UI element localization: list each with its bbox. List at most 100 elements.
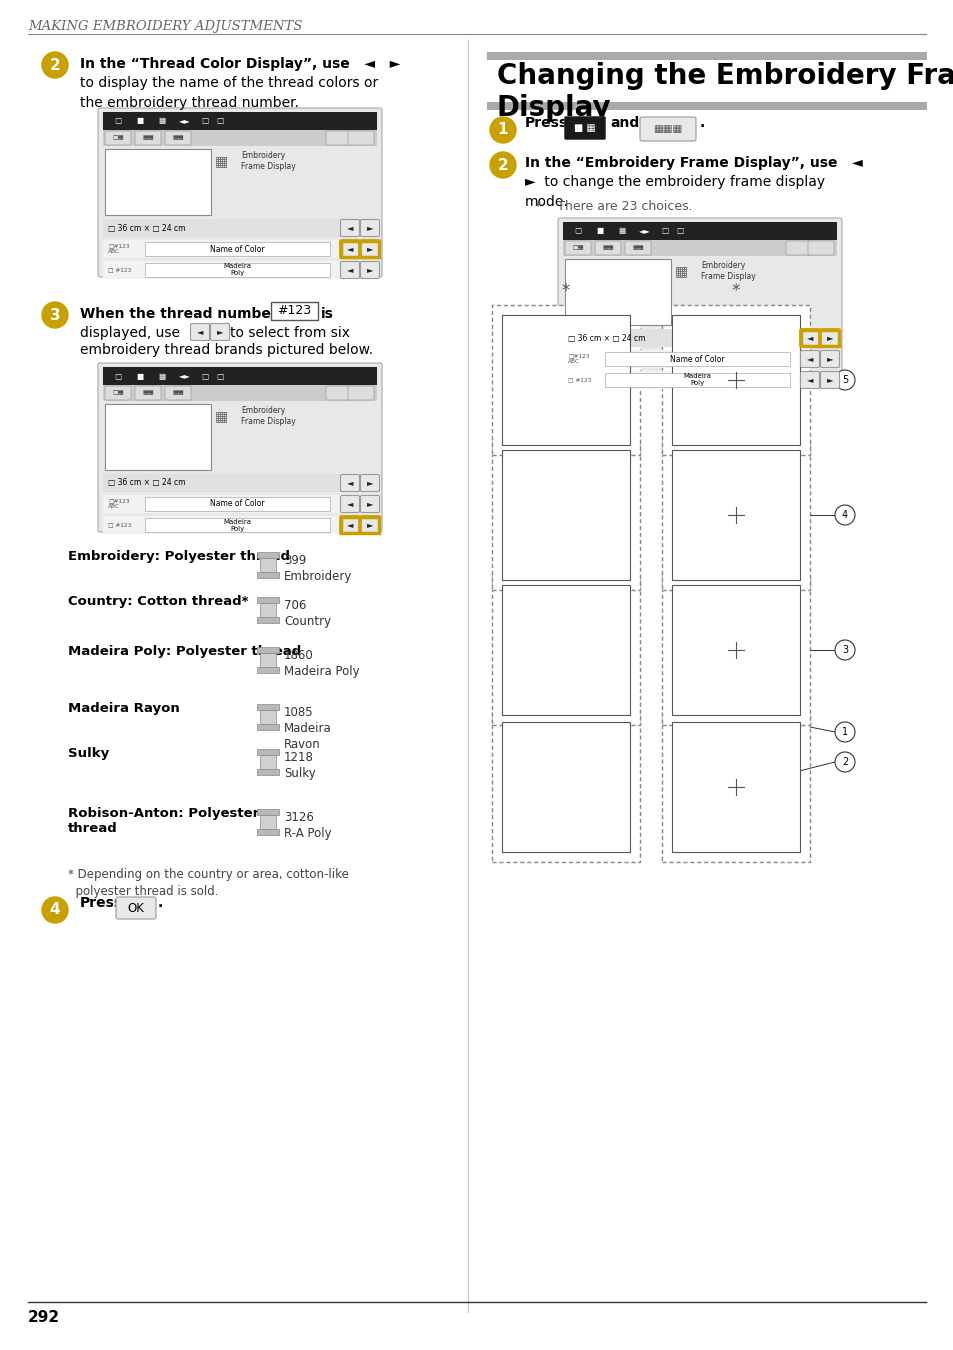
Text: OK: OK: [128, 902, 144, 914]
Bar: [671, 315, 800, 446]
Bar: [340, 242, 378, 256]
Bar: [564, 259, 671, 325]
FancyBboxPatch shape: [624, 242, 650, 255]
Text: Name of Color: Name of Color: [670, 355, 724, 363]
Bar: [492, 711, 639, 863]
Text: Madeira Rayon: Madeira Rayon: [68, 702, 179, 716]
Text: 706
Country: 706 Country: [284, 599, 331, 628]
Bar: [256, 647, 278, 653]
Bar: [145, 497, 330, 512]
Text: ▦: ▦: [618, 227, 625, 235]
FancyBboxPatch shape: [340, 495, 359, 513]
FancyBboxPatch shape: [820, 329, 839, 347]
Text: ▦▦: ▦▦: [142, 390, 153, 396]
Circle shape: [42, 53, 68, 78]
FancyBboxPatch shape: [271, 302, 317, 320]
Text: Embroidery
Frame Display: Embroidery Frame Display: [700, 261, 756, 281]
Bar: [562, 350, 836, 369]
Text: ■: ■: [136, 371, 144, 381]
Bar: [671, 450, 800, 580]
FancyBboxPatch shape: [360, 262, 379, 278]
FancyBboxPatch shape: [800, 329, 819, 347]
Bar: [801, 329, 838, 346]
Text: ►: ►: [826, 333, 832, 343]
Text: to select from six: to select from six: [230, 325, 350, 340]
Text: is: is: [320, 306, 334, 321]
Text: □: □: [201, 371, 209, 381]
Text: ◄►: ◄►: [179, 116, 191, 126]
FancyBboxPatch shape: [135, 131, 161, 144]
FancyBboxPatch shape: [785, 242, 811, 255]
Text: Madeira
Poly: Madeira Poly: [682, 374, 711, 386]
Text: ◄: ◄: [346, 500, 353, 509]
Text: When the thread number: When the thread number: [80, 306, 277, 321]
Bar: [604, 352, 789, 366]
Text: ▦▦: ▦▦: [172, 390, 184, 396]
Bar: [145, 518, 330, 532]
Text: ►: ►: [366, 266, 373, 274]
Text: ▦▦: ▦▦: [632, 246, 643, 251]
Bar: [260, 815, 275, 829]
FancyBboxPatch shape: [340, 220, 359, 236]
FancyBboxPatch shape: [360, 474, 379, 491]
Bar: [661, 575, 809, 725]
Text: □▦: □▦: [112, 390, 124, 396]
FancyBboxPatch shape: [98, 363, 381, 532]
Text: ◄: ◄: [346, 478, 353, 487]
Bar: [260, 653, 275, 667]
Bar: [492, 440, 639, 590]
Bar: [671, 585, 800, 716]
Text: ◄►: ◄►: [179, 371, 191, 381]
Bar: [661, 440, 809, 590]
Text: ■: ■: [136, 116, 144, 126]
Bar: [562, 240, 836, 256]
Text: ■ ▦: ■ ▦: [574, 123, 596, 134]
FancyBboxPatch shape: [360, 495, 379, 513]
Text: Press: Press: [80, 896, 123, 910]
FancyBboxPatch shape: [135, 386, 161, 400]
Text: □ #123: □ #123: [108, 267, 132, 273]
Text: * Depending on the country or area, cotton-like
  polyester thread is sold.: * Depending on the country or area, cott…: [68, 868, 349, 898]
Text: □#123
ABC: □#123 ABC: [567, 354, 589, 364]
Text: □#123
ABC: □#123 ABC: [108, 243, 130, 254]
Circle shape: [834, 722, 854, 742]
FancyBboxPatch shape: [340, 240, 359, 258]
Text: □: □: [201, 116, 209, 126]
Text: ▦: ▦: [158, 116, 166, 126]
Circle shape: [834, 640, 854, 660]
FancyBboxPatch shape: [340, 517, 359, 533]
Text: MAKING EMBROIDERY ADJUSTMENTS: MAKING EMBROIDERY ADJUSTMENTS: [28, 20, 302, 32]
Text: 2: 2: [50, 58, 60, 73]
Text: to display the name of the thread colors or
the embroidery thread number.: to display the name of the thread colors…: [80, 76, 377, 109]
FancyBboxPatch shape: [98, 108, 381, 277]
Bar: [103, 385, 376, 401]
Text: Name of Color: Name of Color: [210, 244, 265, 254]
Bar: [260, 755, 275, 770]
Bar: [256, 809, 278, 815]
Text: ►: ►: [366, 500, 373, 509]
Text: ▦▦: ▦▦: [142, 135, 153, 140]
Bar: [260, 710, 275, 724]
Text: ◄: ◄: [806, 375, 812, 385]
Text: □ 36 cm × □ 24 cm: □ 36 cm × □ 24 cm: [108, 224, 185, 232]
Bar: [103, 240, 376, 258]
Bar: [103, 367, 376, 385]
Bar: [103, 516, 376, 535]
Text: In the “Thread Color Display”, use   ◄   ►: In the “Thread Color Display”, use ◄ ►: [80, 57, 400, 72]
Text: 1218
Sulky: 1218 Sulky: [284, 751, 315, 780]
Bar: [103, 495, 376, 513]
Bar: [145, 263, 330, 277]
Bar: [492, 305, 639, 455]
Circle shape: [490, 153, 516, 178]
Circle shape: [42, 896, 68, 923]
Text: ►: ►: [826, 375, 832, 385]
Text: ▦: ▦: [674, 265, 687, 278]
Text: ◄: ◄: [346, 521, 353, 529]
Bar: [256, 724, 278, 730]
Text: Sulky: Sulky: [68, 747, 110, 760]
FancyBboxPatch shape: [165, 386, 191, 400]
Text: ►: ►: [366, 224, 373, 232]
Text: 1860
Madeira Poly: 1860 Madeira Poly: [284, 649, 359, 678]
Bar: [671, 722, 800, 852]
Text: ►: ►: [366, 521, 373, 529]
